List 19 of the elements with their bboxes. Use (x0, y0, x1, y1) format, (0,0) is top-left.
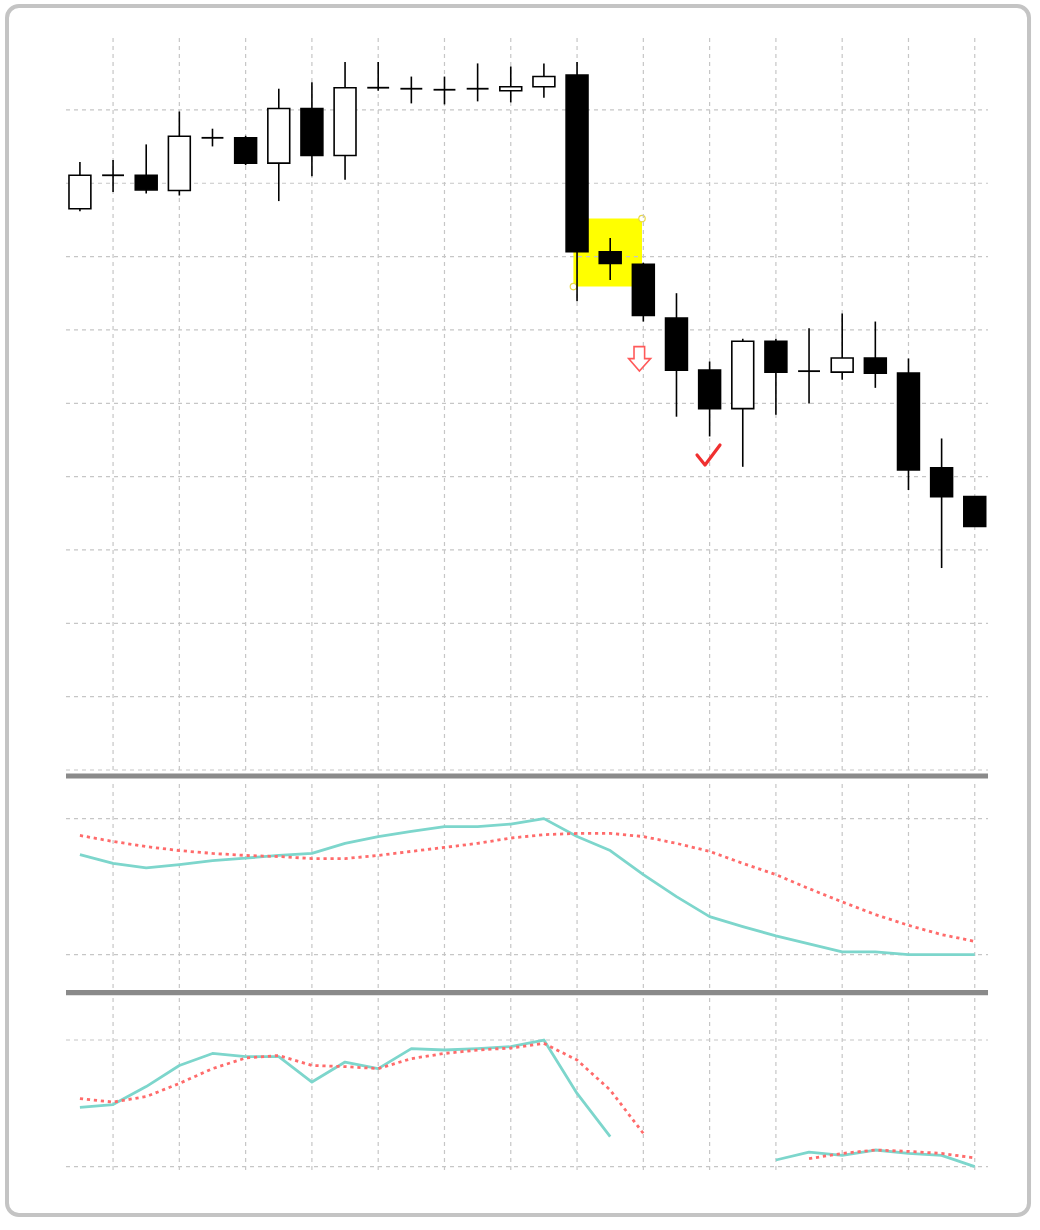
candlestick (68, 161, 92, 213)
candlestick (499, 65, 523, 104)
candlestick (929, 437, 954, 569)
candlestick (963, 495, 987, 528)
candlestick (532, 62, 556, 99)
candlestick (432, 75, 457, 106)
candlestick (863, 320, 888, 389)
candlestick (797, 327, 821, 405)
candlestick (830, 312, 854, 381)
candlestick (233, 134, 258, 166)
candlestick (465, 62, 490, 103)
candlestick (399, 75, 424, 105)
candlestick (598, 237, 622, 281)
candlestick (697, 360, 722, 438)
candlestick (134, 143, 158, 195)
candlestick (101, 159, 125, 193)
candlestick (764, 337, 788, 416)
candlestick (300, 81, 324, 178)
candlestick (366, 61, 391, 92)
